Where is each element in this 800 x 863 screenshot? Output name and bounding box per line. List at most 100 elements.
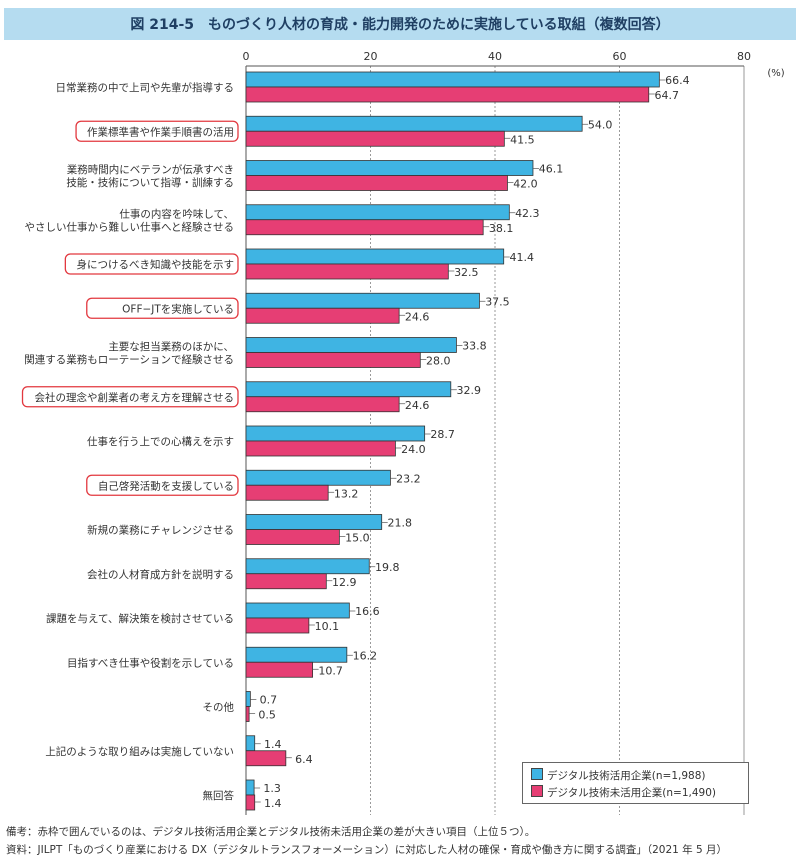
category-label: 会社の理念や創業者の考え方を理解させる [35, 391, 235, 404]
data-label: 6.4 [295, 753, 313, 766]
data-label: 37.5 [485, 295, 510, 308]
bar-non-digital [245, 750, 287, 767]
category-label: 身につけるべき知識や技能を示す [77, 258, 235, 271]
bar-non-digital [245, 307, 400, 324]
data-label: 46.1 [539, 163, 564, 176]
data-label: 10.1 [315, 620, 340, 633]
x-tick-label: 40 [488, 50, 502, 63]
data-label: 1.3 [263, 782, 281, 795]
highlight-frame [75, 120, 239, 142]
data-label: 66.4 [665, 74, 690, 87]
bar-non-digital [245, 396, 400, 413]
data-label: 15.0 [345, 532, 370, 545]
data-label: 64.7 [655, 89, 680, 102]
data-label: 16.2 [353, 649, 378, 662]
category-label: 主要な担当業務のほかに、 [108, 340, 234, 353]
data-label: 0.5 [258, 709, 276, 722]
bar-digital [245, 735, 256, 752]
bar-digital [245, 71, 660, 88]
bar-non-digital [245, 130, 505, 147]
bar-digital [245, 248, 505, 265]
category-label: 自己啓発活動を支援している [98, 479, 234, 492]
category-label: 上記のような取り組みは実施していない [45, 745, 234, 758]
bar-digital [245, 337, 457, 353]
unit-label: (%) [767, 68, 784, 79]
bar-digital [245, 204, 510, 221]
data-label: 54.0 [588, 118, 613, 131]
data-label: 21.8 [387, 517, 412, 530]
bar-digital [245, 602, 350, 619]
bar-non-digital [245, 706, 250, 722]
data-label: 1.4 [264, 738, 282, 751]
bar-non-digital [245, 617, 310, 634]
category-label: 技能・技術について指導・訓練する [66, 176, 234, 189]
category-label: 無回答 [203, 789, 235, 802]
data-label: 33.8 [462, 340, 487, 353]
remarks-note: 備考：赤枠で囲んでいるのは、デジタル技術活用企業とデジタル技術未活用企業の差が大… [6, 826, 536, 838]
category-label: 目指すべき仕事や役割を示している [67, 656, 234, 669]
bar-non-digital [245, 440, 396, 457]
data-label: 10.7 [318, 664, 343, 677]
bar-digital [245, 469, 391, 486]
category-label: やさしい仕事から難しい仕事へと経験させる [25, 220, 234, 233]
x-tick-label: 0 [243, 50, 250, 63]
category-label: 作業標準書や作業手順書の活用 [87, 125, 234, 138]
category-label: OFF−JTを実施している [122, 302, 234, 315]
data-label: 1.4 [264, 797, 282, 810]
data-label: 41.5 [510, 133, 535, 146]
highlight-frame [21, 386, 239, 408]
data-label: 24.0 [401, 443, 426, 456]
highlight-frame [86, 297, 239, 319]
data-label: 0.7 [260, 694, 278, 707]
category-label: その他 [203, 701, 235, 714]
data-label: 24.6 [405, 310, 430, 323]
data-label: 19.8 [375, 561, 400, 574]
legend-swatch-non-digital [531, 785, 543, 797]
bar-digital [245, 514, 383, 530]
bar-non-digital [245, 175, 508, 191]
data-label: 12.9 [332, 576, 357, 589]
bar-digital [245, 115, 583, 132]
category-label: 会社の人材育成方針を説明する [87, 568, 234, 581]
data-label: 32.5 [454, 266, 479, 279]
x-tick-label: 80 [737, 50, 751, 63]
bar-digital [245, 425, 426, 442]
legend-label-non-digital: デジタル技術未活用企業(n=1,490) [547, 787, 716, 799]
bar-non-digital [245, 219, 484, 236]
legend: デジタル技術活用企業(n=1,988) デジタル技術未活用企業(n=1,490) [522, 762, 749, 804]
bar-non-digital [245, 529, 340, 545]
x-tick-label: 60 [613, 50, 627, 63]
highlight-frame [64, 253, 239, 275]
bar-digital [245, 292, 480, 309]
data-label: 24.6 [405, 399, 430, 412]
category-label: 新規の業務にチャレンジさせる [87, 524, 234, 537]
bar-non-digital [245, 263, 449, 280]
data-label: 16.6 [355, 605, 380, 618]
highlight-frame [86, 474, 239, 496]
bar-digital [245, 558, 370, 575]
category-label: 仕事を行う上での心構えを示す [87, 435, 234, 448]
chart-title: 図 214-5 ものづくり人材の育成・能力開発のために実施している取組（複数回答… [130, 17, 670, 33]
x-tick-label: 20 [364, 50, 378, 63]
title-bar: 図 214-5 ものづくり人材の育成・能力開発のために実施している取組（複数回答… [4, 8, 796, 40]
bar-non-digital [245, 661, 314, 678]
data-label: 42.3 [515, 207, 540, 220]
data-label: 28.0 [426, 355, 451, 368]
category-label: 日常業務の中で上司や先輩が指導する [56, 81, 235, 94]
bar-digital [245, 646, 348, 663]
data-label: 38.1 [489, 222, 514, 235]
legend-swatch-digital [531, 768, 543, 780]
legend-entry-non-digital: デジタル技術未活用企業(n=1,490) [531, 785, 716, 800]
bar-digital [245, 381, 452, 398]
bar-non-digital [245, 352, 421, 368]
bar-non-digital [245, 484, 329, 501]
category-label: 業務時間内にベテランが伝承すべき [67, 163, 234, 176]
category-label: 関連する業務もローテーションで経験させる [24, 353, 234, 366]
category-label: 課題を与えて、解決策を検討させている [46, 612, 234, 625]
data-label: 13.2 [334, 487, 359, 500]
bar-digital [245, 691, 251, 707]
bar-non-digital [245, 573, 327, 590]
bar-non-digital [245, 794, 256, 811]
bar-digital [245, 779, 255, 796]
bar-chart: 0 20 40 60 80 (%) 日常業務の中で上司や先輩が指導する 66.4 64.7 作業標… [21, 50, 785, 815]
